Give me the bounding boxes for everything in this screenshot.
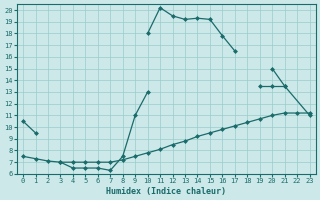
X-axis label: Humidex (Indice chaleur): Humidex (Indice chaleur)	[106, 187, 226, 196]
